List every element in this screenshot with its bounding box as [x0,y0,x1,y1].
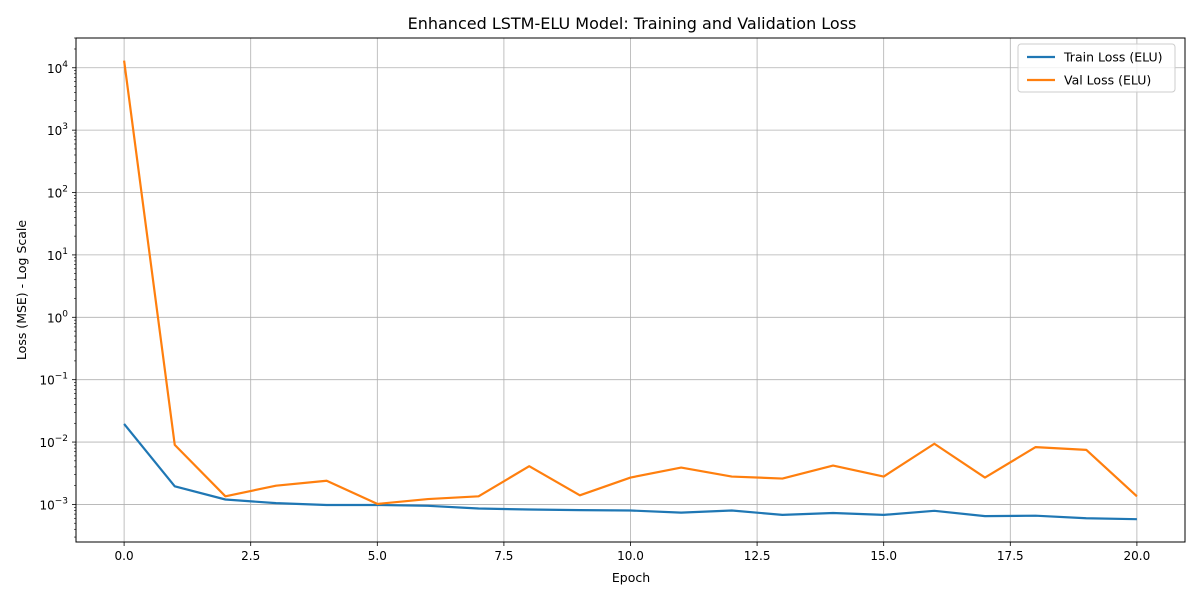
y-tick-label: 100 [47,309,68,325]
y-axis-label: Loss (MSE) - Log Scale [14,220,29,360]
x-tick-label: 10.0 [617,549,644,563]
legend-label: Val Loss (ELU) [1064,73,1151,88]
x-tick-label: 2.5 [241,549,260,563]
legend-label: Train Loss (ELU) [1063,50,1163,65]
chart-title: Enhanced LSTM-ELU Model: Training and Va… [408,14,857,33]
y-tick-label: 10−2 [39,434,68,450]
y-tick-label: 10−1 [39,372,68,388]
y-axis-ticks: 10−3 10−2 10−1 100 101 102 103 104 [39,38,76,537]
legend: Train Loss (ELU) Val Loss (ELU) [1018,44,1175,92]
x-tick-label: 12.5 [744,549,771,563]
y-tick-label: 102 [47,185,68,201]
x-tick-label: 0.0 [115,549,134,563]
x-tick-label: 15.0 [870,549,897,563]
y-tick-label: 103 [47,122,68,138]
x-axis-label: Epoch [612,570,650,585]
x-tick-label: 5.0 [368,549,387,563]
y-tick-label: 104 [47,60,68,76]
x-axis-ticks: 0.0 2.5 5.0 7.5 10.0 12.5 15.0 17.5 20.0 [115,542,1151,563]
y-tick-label: 10−3 [39,496,68,512]
x-tick-label: 20.0 [1124,549,1151,563]
x-tick-label: 7.5 [494,549,513,563]
grid-lines [76,38,1185,542]
x-tick-label: 17.5 [997,549,1024,563]
y-tick-label: 101 [47,247,68,263]
